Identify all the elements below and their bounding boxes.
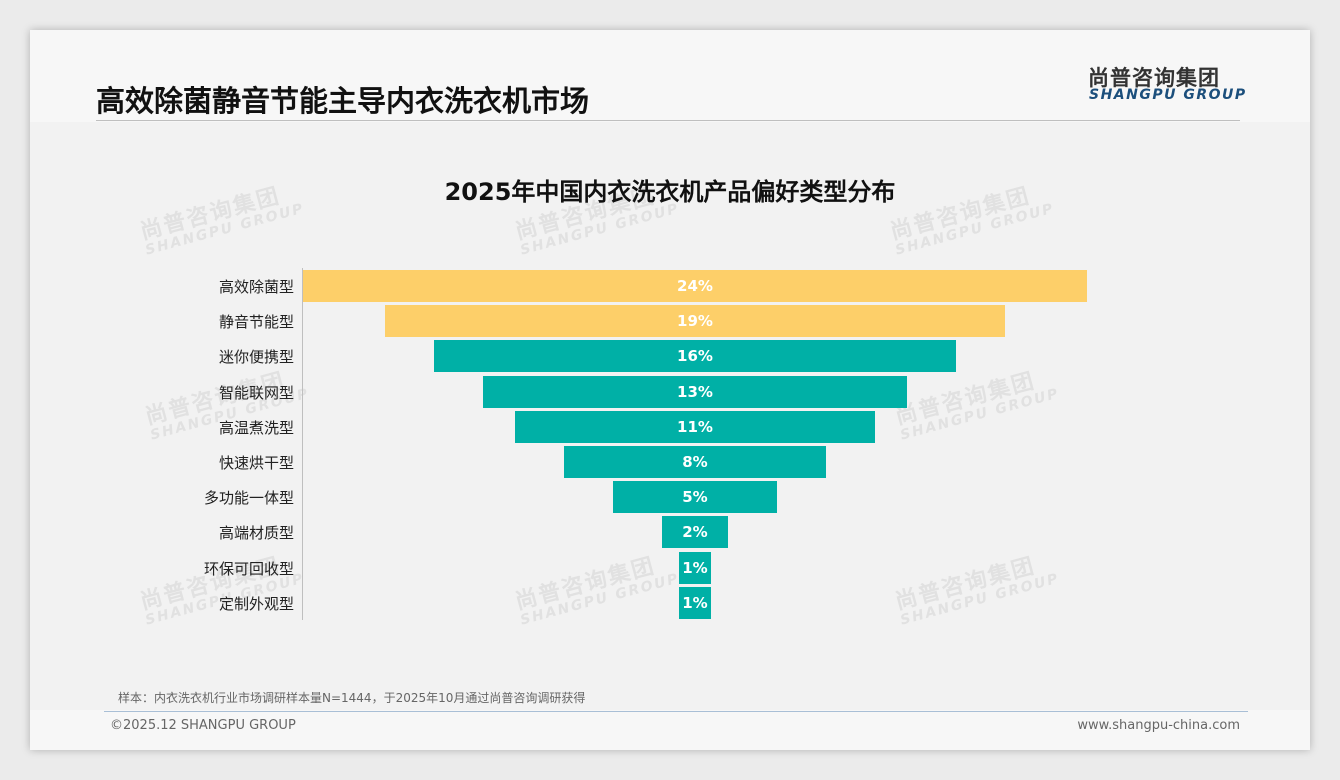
website-url: www.shangpu-china.com (1077, 718, 1240, 733)
funnel-axis (302, 268, 303, 620)
data-label: 5% (682, 488, 708, 507)
logo-en: SHANGPU GROUP (1089, 87, 1247, 103)
title-divider (96, 120, 1240, 121)
funnel-bar: 13% (482, 375, 908, 408)
funnel-bar: 2% (662, 516, 728, 549)
data-label: 24% (677, 277, 713, 295)
category-label: 高效除菌型 (218, 278, 294, 296)
funnel-bar: 1% (678, 586, 712, 619)
data-label: 11% (677, 417, 713, 436)
category-label: 高温煮洗型 (218, 418, 294, 437)
data-label: 16% (677, 347, 713, 366)
category-label: 快速烘干型 (218, 454, 294, 472)
category-label: 迷你便携型 (218, 348, 294, 367)
category-label: 多功能一体型 (203, 489, 294, 508)
category-label: 高端材质型 (218, 524, 294, 543)
copyright: ©2025.12 SHANGPU GROUP (110, 718, 296, 733)
category-label: 环保可回收型 (203, 559, 294, 578)
page-title: 高效除菌静音节能主导内衣洗衣机市场 (96, 84, 590, 118)
sample-note: 样本：内衣洗衣机行业市场调研样本量N=1444，于2025年10月通过尚普咨询调… (118, 691, 586, 705)
category-label: 静音节能型 (218, 313, 294, 332)
data-label: 19% (677, 312, 713, 331)
funnel-bar: 16% (433, 340, 957, 373)
data-label: 2% (682, 523, 708, 542)
funnel-bar: 24% (302, 270, 1088, 302)
data-label: 1% (682, 593, 708, 612)
funnel-bar: 8% (564, 446, 826, 478)
logo-cn: 尚普咨询集团 (1088, 66, 1220, 90)
category-label: 定制外观型 (218, 594, 294, 613)
funnel-bar: 5% (613, 481, 777, 514)
data-label: 8% (682, 453, 708, 471)
footer-divider (104, 711, 1248, 712)
funnel-bar: 19% (384, 305, 1006, 338)
category-label: 智能联网型 (218, 383, 294, 402)
funnel-bar: 11% (515, 410, 875, 443)
funnel-bar: 1% (678, 551, 712, 584)
chart-title: 2025年中国内衣洗衣机产品偏好类型分布 (444, 178, 896, 206)
data-label: 13% (677, 382, 713, 401)
data-label: 1% (682, 558, 708, 577)
